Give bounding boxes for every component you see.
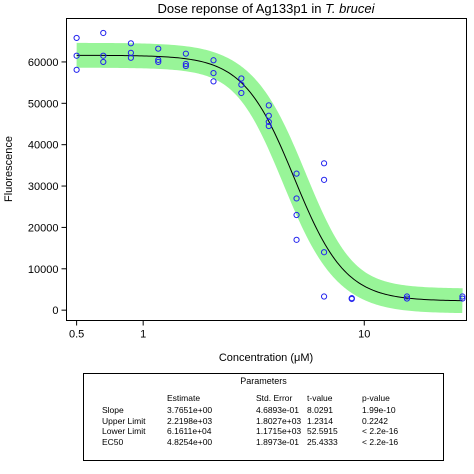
parameters-cell: < 2.2e-16 — [362, 426, 399, 436]
data-point — [320, 249, 328, 256]
data-point — [73, 66, 80, 73]
data-point — [459, 293, 466, 300]
chart-title: Dose reponse of Ag133p1 in T. brucei — [157, 1, 375, 16]
data-point — [73, 34, 80, 42]
x-axis-label: Concentration (μM) — [219, 352, 313, 364]
y-tick-label: 30000 — [28, 181, 59, 193]
y-tick-label: 50000 — [28, 98, 59, 110]
y-tick-label: 10000 — [28, 264, 59, 276]
data-point — [265, 118, 272, 126]
data-point — [459, 295, 466, 302]
confidence-band — [66, 42, 473, 314]
data-point — [238, 75, 245, 82]
parameters-cell: 4.8254e+00 — [167, 436, 213, 447]
data-point — [155, 58, 162, 66]
parameters-table: Parameters Estimate Std. Error t-value p-va… — [83, 373, 444, 461]
parameters-cell: 1.8027e+03 — [256, 415, 302, 426]
y-tick-label: 20000 — [28, 222, 59, 234]
data-point — [403, 295, 411, 302]
y-tick-label: 40000 — [28, 140, 59, 152]
parameters-cell: 3.7651e+00 — [167, 405, 213, 415]
parameters-header: Estimate — [167, 393, 201, 403]
parameters-cell: 25.4333 — [307, 436, 338, 447]
parameters-header: Std. Error — [256, 393, 293, 403]
data-point — [293, 170, 300, 177]
parameters-cell: 0.2242 — [362, 415, 388, 426]
parameters-row-name: Slope — [102, 405, 124, 415]
data-point — [210, 70, 217, 77]
parameters-title: Parameters — [240, 376, 287, 386]
chart-title-italic: T. brucei — [325, 1, 375, 16]
parameters-cell: 1.99e-10 — [362, 405, 396, 415]
parameters-row-name: EC50 — [102, 436, 124, 447]
parameters-cell: 1.1715e+03 — [256, 426, 302, 436]
data-point — [265, 112, 272, 119]
data-point — [320, 176, 328, 183]
data-point — [293, 195, 300, 202]
data-point — [210, 78, 217, 85]
data-point — [403, 293, 411, 300]
parameters-cell: 8.0291 — [307, 405, 333, 415]
data-point — [100, 29, 107, 37]
x-tick-label: 10 — [358, 329, 370, 341]
chart-title-main: Dose reponse of Ag133p1 in — [157, 1, 325, 16]
data-point — [100, 52, 107, 59]
data-point — [182, 50, 189, 57]
data-point — [127, 54, 134, 61]
parameters-cell: 1.8973e-01 — [256, 436, 300, 447]
parameters-cell: 4.6893e-01 — [256, 405, 300, 415]
data-point — [238, 81, 245, 88]
parameters-cell: 2.2198e+03 — [167, 415, 213, 426]
parameters-row-name: Lower Limit — [102, 426, 146, 436]
data-point — [293, 211, 300, 219]
y-tick-label: 60000 — [28, 57, 59, 69]
data-point — [293, 236, 300, 243]
data-point — [182, 60, 189, 68]
data-point — [155, 56, 162, 63]
data-point — [155, 45, 162, 52]
data-point — [100, 58, 107, 66]
data-point — [127, 40, 134, 47]
parameters-cell: 1.2314 — [307, 415, 333, 426]
parameters-cell: 52.5915 — [307, 426, 338, 436]
parameters-cell: < 2.2e-16 — [362, 436, 399, 447]
parameters-row-name: Upper Limit — [102, 415, 146, 426]
data-point — [182, 62, 189, 70]
data-point — [320, 160, 328, 167]
data-point — [210, 57, 217, 64]
parameters-cell: 6.1611e+04 — [167, 426, 212, 436]
parameters-header: t-value — [307, 393, 333, 403]
data-point — [73, 52, 80, 59]
data-point — [238, 89, 245, 97]
x-tick-label: 1 — [140, 329, 146, 341]
data-point — [265, 102, 272, 109]
plot-area-frame — [66, 18, 467, 321]
data-point — [320, 293, 328, 300]
data-point — [265, 122, 272, 130]
y-tick-label: 0 — [52, 305, 58, 317]
x-tick-label: 0.5 — [69, 329, 84, 341]
dose-response-chart: Dose reponse of Ag133p1 in T. brucei 0.5… — [3, 1, 473, 364]
y-axis-label: Fluorescence — [3, 136, 15, 202]
fit-curve — [76, 54, 463, 302]
data-point — [348, 295, 355, 303]
parameters-header: p-value — [362, 393, 390, 403]
